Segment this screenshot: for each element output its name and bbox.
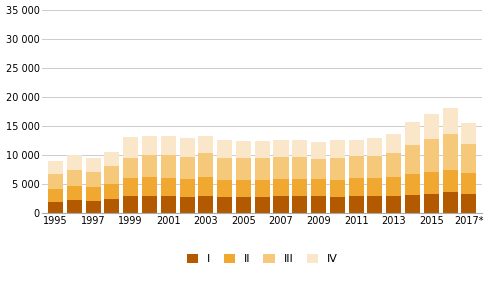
Bar (349, 156, 364, 178)
Bar (236, 158, 251, 180)
Bar (462, 194, 476, 213)
Bar (255, 180, 270, 197)
Bar (67, 155, 82, 170)
Bar (311, 197, 326, 213)
Bar (105, 152, 119, 166)
Bar (161, 197, 176, 213)
Bar (123, 196, 138, 213)
Bar (462, 123, 476, 144)
Bar (367, 197, 382, 213)
Bar (386, 177, 401, 197)
Bar (311, 159, 326, 179)
Bar (85, 158, 101, 172)
Bar (198, 177, 214, 197)
Bar (180, 197, 194, 213)
Bar (217, 197, 232, 213)
Bar (48, 202, 63, 213)
Bar (424, 114, 439, 139)
Bar (198, 153, 214, 177)
Bar (161, 178, 176, 197)
Bar (105, 199, 119, 213)
Bar (255, 141, 270, 158)
Bar (236, 141, 251, 158)
Legend: I, II, III, IV: I, II, III, IV (187, 254, 337, 264)
Bar (217, 180, 232, 197)
Bar (123, 178, 138, 196)
Bar (462, 144, 476, 173)
Bar (273, 140, 289, 157)
Bar (330, 197, 345, 213)
Bar (330, 158, 345, 180)
Bar (161, 155, 176, 178)
Bar (273, 179, 289, 197)
Bar (48, 161, 63, 175)
Bar (105, 166, 119, 184)
Bar (67, 200, 82, 213)
Bar (85, 187, 101, 201)
Bar (292, 179, 307, 197)
Bar (198, 136, 214, 153)
Bar (217, 140, 232, 158)
Bar (142, 155, 157, 177)
Bar (217, 158, 232, 180)
Bar (142, 177, 157, 196)
Bar (442, 192, 458, 213)
Bar (349, 178, 364, 197)
Bar (85, 201, 101, 213)
Bar (442, 134, 458, 170)
Bar (442, 108, 458, 134)
Bar (386, 134, 401, 153)
Bar (367, 178, 382, 197)
Bar (161, 136, 176, 155)
Bar (85, 172, 101, 187)
Bar (311, 179, 326, 197)
Bar (123, 158, 138, 178)
Bar (330, 140, 345, 158)
Bar (236, 180, 251, 197)
Bar (180, 138, 194, 157)
Bar (255, 197, 270, 213)
Bar (330, 180, 345, 197)
Bar (292, 197, 307, 213)
Bar (442, 170, 458, 192)
Bar (405, 175, 420, 195)
Bar (142, 136, 157, 155)
Bar (273, 197, 289, 213)
Bar (198, 197, 214, 213)
Bar (48, 175, 63, 189)
Bar (405, 145, 420, 175)
Bar (292, 157, 307, 179)
Bar (67, 186, 82, 200)
Bar (462, 173, 476, 194)
Bar (48, 189, 63, 202)
Bar (311, 143, 326, 159)
Bar (349, 197, 364, 213)
Bar (386, 153, 401, 177)
Bar (255, 158, 270, 180)
Bar (367, 156, 382, 178)
Bar (386, 197, 401, 213)
Bar (367, 138, 382, 156)
Bar (180, 179, 194, 197)
Bar (405, 195, 420, 213)
Bar (67, 170, 82, 186)
Bar (405, 122, 420, 145)
Bar (123, 137, 138, 158)
Bar (180, 157, 194, 179)
Bar (142, 196, 157, 213)
Bar (349, 140, 364, 156)
Bar (273, 157, 289, 179)
Bar (424, 139, 439, 172)
Bar (424, 194, 439, 213)
Bar (292, 140, 307, 157)
Bar (105, 184, 119, 199)
Bar (424, 172, 439, 194)
Bar (236, 197, 251, 213)
